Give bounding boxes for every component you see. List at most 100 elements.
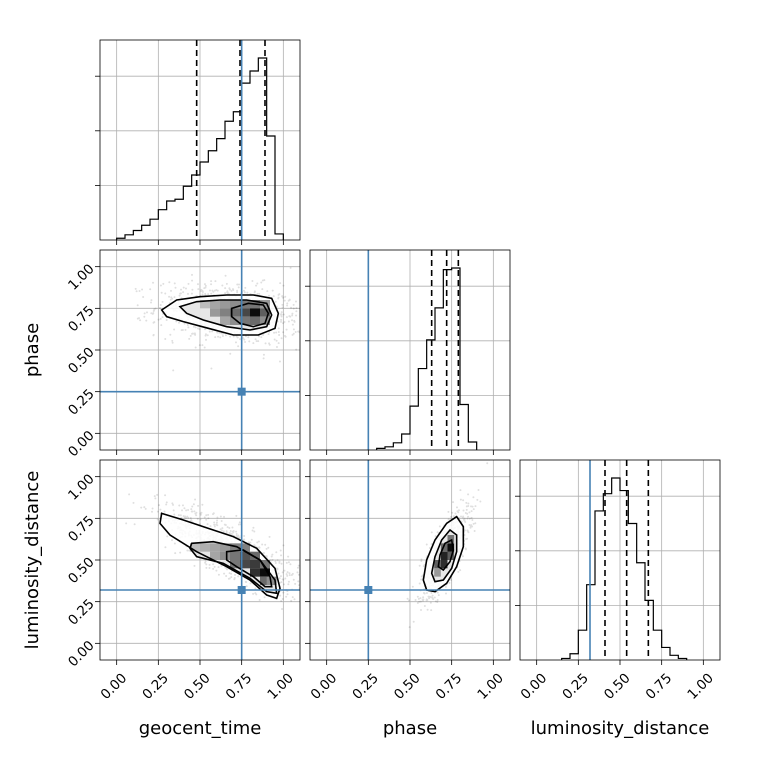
sample-point	[248, 340, 251, 343]
sample-point	[281, 607, 284, 610]
sample-point	[209, 525, 212, 528]
sample-point	[425, 599, 428, 602]
sample-point	[151, 507, 154, 510]
sample-point	[463, 529, 466, 532]
sample-point	[281, 571, 284, 574]
sample-point	[250, 538, 253, 541]
sample-point	[280, 599, 283, 602]
sample-point	[234, 341, 237, 344]
histogram-luminosity_distance	[561, 477, 688, 660]
sample-point	[260, 281, 263, 284]
sample-point	[292, 307, 295, 310]
sample-point	[194, 512, 197, 515]
sample-point	[217, 573, 220, 576]
sample-point	[444, 585, 447, 588]
sample-point	[306, 592, 308, 594]
sample-point	[258, 599, 261, 602]
sample-point	[237, 575, 240, 578]
sample-point	[462, 518, 465, 521]
sample-point	[236, 535, 239, 538]
sample-point	[252, 592, 255, 595]
sample-point	[134, 287, 137, 290]
sample-point	[275, 346, 278, 349]
sample-point	[169, 289, 172, 292]
density-cell	[210, 543, 220, 552]
sample-point	[431, 594, 434, 597]
sample-point	[465, 505, 468, 508]
sample-point	[224, 524, 227, 527]
sample-point	[191, 288, 194, 291]
sample-point	[418, 564, 421, 567]
sample-point	[164, 338, 167, 341]
sample-point	[264, 543, 267, 546]
sample-point	[204, 561, 207, 564]
sample-point	[168, 281, 171, 284]
sample-point	[436, 531, 439, 534]
sample-point	[159, 303, 162, 306]
sample-point	[297, 573, 300, 576]
sample-point	[159, 306, 162, 309]
sample-point	[469, 526, 472, 529]
sample-point	[152, 334, 155, 337]
density-cell	[200, 300, 210, 309]
sample-point	[219, 528, 222, 531]
sample-point	[213, 525, 216, 528]
sample-point	[297, 330, 300, 333]
sample-point	[454, 512, 457, 515]
sample-point	[288, 574, 291, 577]
sample-point	[204, 284, 207, 287]
density-cell	[230, 543, 240, 552]
sample-point	[138, 290, 141, 293]
sample-point	[406, 597, 409, 600]
y-tick-label: 0.50	[65, 554, 98, 587]
sample-point	[277, 342, 280, 345]
sample-point	[228, 577, 231, 580]
sample-point	[244, 286, 247, 289]
sample-point	[217, 335, 220, 338]
sample-point	[210, 283, 213, 286]
sample-point	[215, 569, 218, 572]
sample-point	[160, 291, 163, 294]
sample-point	[213, 289, 216, 292]
sample-point	[452, 515, 455, 518]
sample-point	[314, 317, 316, 319]
sample-point	[195, 511, 198, 514]
sample-point	[464, 547, 467, 550]
sample-point	[301, 593, 303, 595]
sample-point	[204, 292, 207, 295]
sample-point	[203, 346, 206, 349]
sample-point	[419, 597, 422, 600]
sample-point	[191, 332, 194, 335]
sample-point	[287, 580, 290, 583]
sample-point	[179, 551, 182, 554]
sample-point	[418, 600, 421, 603]
sample-point	[187, 509, 190, 512]
contour-line	[437, 538, 455, 572]
sample-point	[282, 284, 285, 287]
sample-point	[183, 322, 186, 325]
density-cell	[260, 560, 270, 569]
sample-point	[212, 563, 215, 566]
density-cell	[210, 551, 220, 560]
truth-marker	[237, 586, 246, 594]
sample-point	[212, 290, 215, 293]
sample-point	[295, 348, 298, 351]
sample-point	[156, 493, 159, 496]
sample-point	[280, 554, 283, 557]
sample-point	[281, 303, 284, 306]
sample-point	[447, 510, 450, 513]
sample-point	[169, 298, 172, 301]
sample-point	[278, 577, 281, 580]
sample-point	[275, 331, 278, 334]
sample-point	[232, 289, 235, 292]
sample-point	[178, 294, 181, 297]
sample-point	[303, 597, 305, 599]
sample-point	[429, 596, 432, 599]
sample-point	[274, 560, 277, 563]
sample-point	[246, 291, 249, 294]
sample-point	[447, 518, 450, 521]
sample-point	[282, 591, 285, 594]
sample-point	[408, 626, 411, 629]
sample-point	[283, 320, 286, 323]
sample-point	[219, 336, 222, 339]
